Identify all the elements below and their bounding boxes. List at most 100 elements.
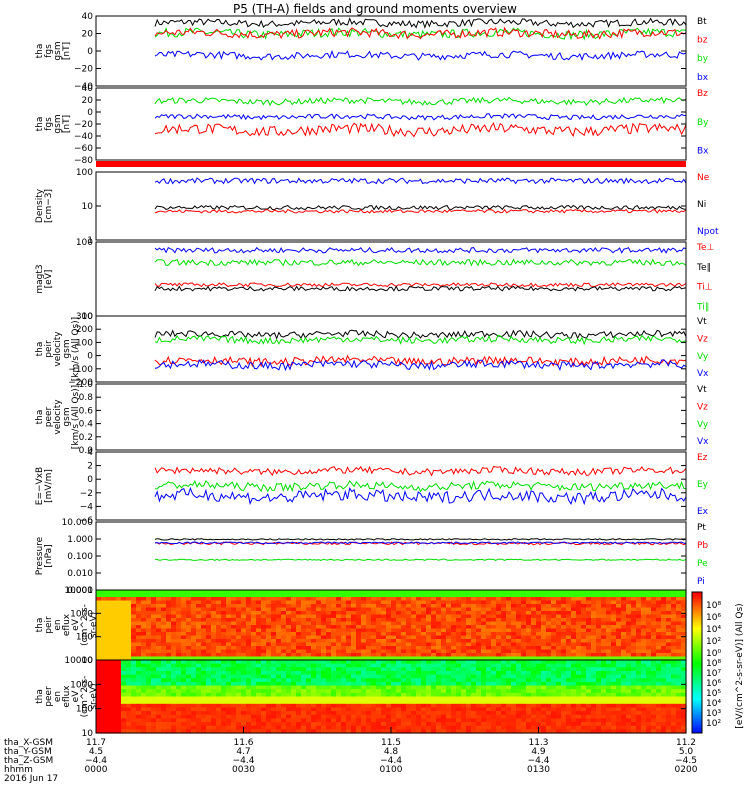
- heatmap-cell: [121, 711, 127, 716]
- heatmap-cell: [466, 653, 472, 658]
- heatmap-cell: [571, 696, 577, 701]
- heatmap-cell: [476, 656, 482, 661]
- heatmap-cell: [286, 703, 292, 709]
- heatmap-cell: [281, 621, 287, 626]
- heatmap-cell: [171, 689, 177, 694]
- heatmap-cell: [101, 649, 107, 654]
- heatmap-cell: [361, 689, 367, 694]
- heatmap-cell: [586, 653, 592, 658]
- heatmap-cell: [666, 696, 672, 701]
- heatmap-cell: [676, 660, 682, 665]
- heatmap-cell: [381, 714, 387, 719]
- heatmap-cell: [401, 667, 407, 672]
- heatmap-cell: [576, 692, 582, 698]
- heatmap-cell: [231, 678, 237, 683]
- heatmap-cell: [391, 628, 397, 633]
- heatmap-cell: [96, 607, 102, 612]
- heatmap-cell: [546, 718, 552, 723]
- heatmap-cell: [416, 642, 422, 647]
- heatmap-cell: [381, 646, 387, 651]
- heatmap-cell: [336, 681, 342, 687]
- heatmap-cell: [671, 718, 677, 723]
- heatmap-cell: [491, 597, 497, 602]
- heatmap-cell: [176, 696, 182, 701]
- heatmap-cell: [326, 628, 332, 633]
- heatmap-cell: [211, 611, 217, 616]
- heatmap-cell: [586, 660, 592, 665]
- heatmap-cell: [381, 625, 387, 630]
- heatmap-cell: [181, 646, 187, 651]
- heatmap-cell: [146, 692, 152, 698]
- heatmap-cell: [111, 707, 117, 712]
- heatmap-cell: [361, 670, 367, 676]
- heatmap-cell: [121, 597, 127, 602]
- heatmap-cell: [371, 656, 377, 661]
- heatmap-cell: [531, 685, 537, 690]
- heatmap-cell: [446, 729, 452, 734]
- heatmap-cell: [566, 685, 572, 690]
- heatmap-cell: [236, 663, 242, 668]
- heatmap-cell: [221, 600, 227, 605]
- heatmap-cell: [121, 681, 127, 687]
- heatmap-cell: [306, 685, 312, 690]
- heatmap-cell: [676, 725, 682, 730]
- heatmap-cell: [646, 718, 652, 723]
- heatmap-cell: [271, 703, 277, 709]
- heatmap-cell: [106, 639, 112, 644]
- heatmap-cell: [101, 711, 107, 716]
- heatmap-cell: [446, 670, 452, 676]
- heatmap-cell: [131, 632, 137, 637]
- heatmap-cell: [241, 718, 247, 723]
- heatmap-cell: [556, 611, 562, 616]
- heatmap-cell: [166, 674, 172, 679]
- heatmap-cell: [336, 614, 342, 619]
- heatmap-cell: [381, 670, 387, 676]
- heatmap-cell: [176, 646, 182, 651]
- heatmap-cell: [156, 646, 162, 651]
- heatmap-cell: [136, 635, 142, 640]
- heatmap-cell: [281, 670, 287, 676]
- heatmap-cell: [296, 692, 302, 698]
- heatmap-cell: [311, 681, 317, 687]
- heatmap-cell: [566, 681, 572, 687]
- heatmap-cell: [636, 635, 642, 640]
- heatmap-cell: [296, 635, 302, 640]
- heatmap-cell: [661, 692, 667, 698]
- heatmap-cell: [211, 685, 217, 690]
- heatmap-cell: [626, 711, 632, 716]
- heatmap-cell: [331, 696, 337, 701]
- heatmap-cell: [306, 674, 312, 679]
- heatmap-cell: [371, 725, 377, 730]
- heatmap-cell: [206, 593, 212, 598]
- heatmap-cell: [511, 593, 517, 598]
- heatmap-cell: [401, 600, 407, 605]
- heatmap-cell: [576, 625, 582, 630]
- heatmap-cell: [421, 711, 427, 716]
- heatmap-cell: [271, 667, 277, 672]
- heatmap-cell: [496, 646, 502, 651]
- heatmap-cell: [606, 656, 612, 661]
- heatmap-cell: [471, 618, 477, 623]
- heatmap-cell: [116, 590, 122, 595]
- heatmap-cell: [311, 660, 317, 665]
- heatmap-cell: [571, 711, 577, 716]
- heatmap-cell: [276, 639, 282, 644]
- heatmap-cell: [201, 600, 207, 605]
- heatmap-cell: [511, 670, 517, 676]
- heatmap-cell: [631, 703, 637, 709]
- heatmap-cell: [151, 597, 157, 602]
- heatmap-cell: [561, 722, 567, 727]
- heatmap-cell: [241, 621, 247, 626]
- heatmap-cell: [361, 711, 367, 716]
- heatmap-cell: [496, 703, 502, 709]
- heatmap-cell: [661, 722, 667, 727]
- heatmap-cell: [306, 681, 312, 687]
- heatmap-cell: [291, 718, 297, 723]
- heatmap-cell: [216, 670, 222, 676]
- heatmap-cell: [436, 663, 442, 668]
- heatmap-cell: [516, 656, 522, 661]
- heatmap-cell: [616, 625, 622, 630]
- heatmap-cell: [126, 590, 132, 595]
- heatmap-cell: [351, 593, 357, 598]
- heatmap-cell: [476, 646, 482, 651]
